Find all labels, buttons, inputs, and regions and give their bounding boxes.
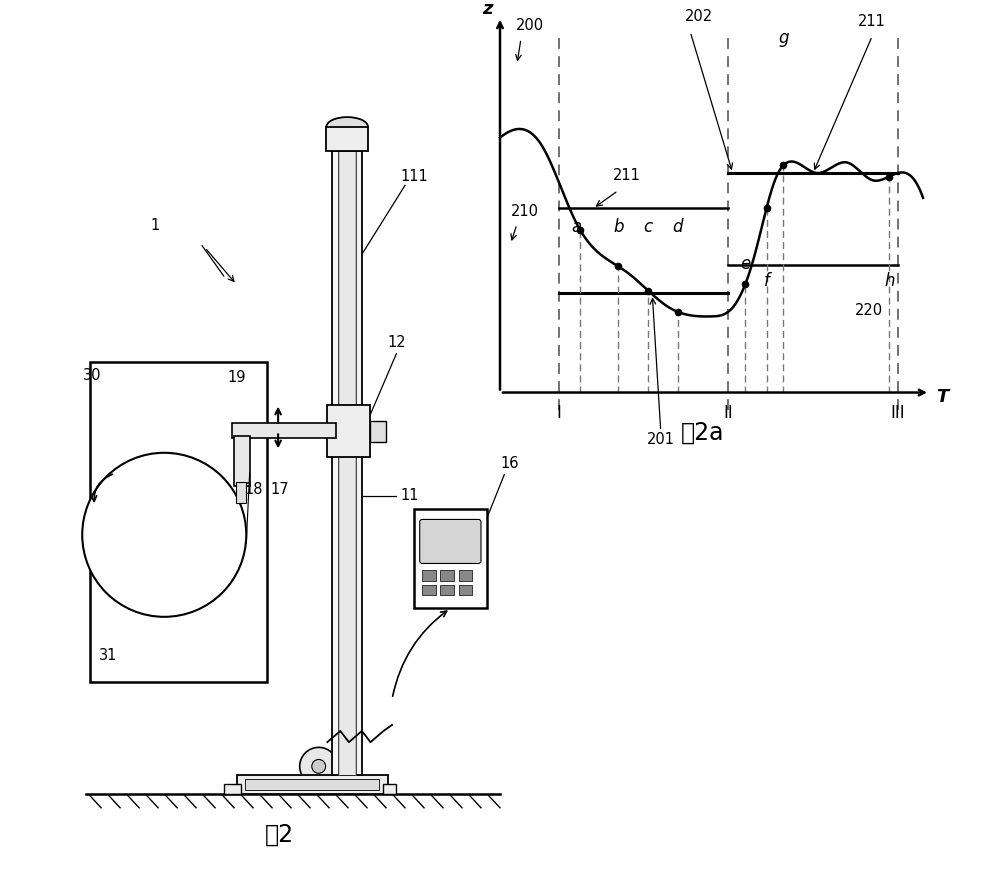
Bar [459,570,472,581]
Bar [224,784,241,794]
Text: 1: 1 [150,218,159,233]
Text: I: I [557,405,562,422]
Text: d: d [672,217,683,236]
Text: T: T [936,388,948,406]
Bar [338,151,356,775]
Bar [90,363,267,682]
Text: a: a [571,217,581,236]
Text: 16: 16 [500,456,518,470]
Text: 201: 201 [647,433,675,448]
Bar [422,522,478,561]
Circle shape [312,759,326,774]
Text: f: f [764,272,769,290]
Ellipse shape [326,117,368,136]
Text: z: z [482,0,492,18]
Text: 11: 11 [401,489,419,504]
Bar [422,585,436,596]
Text: II: II [724,405,733,422]
Text: 31: 31 [99,648,117,663]
Text: 220: 220 [855,302,883,318]
Text: 图2: 图2 [265,823,294,846]
Text: 211: 211 [613,168,641,183]
Bar [237,775,388,794]
Bar [383,784,396,794]
Text: h: h [884,272,894,290]
Text: b: b [613,217,624,236]
Bar [440,570,454,581]
Text: c: c [644,217,653,236]
Text: 200: 200 [516,18,544,33]
Text: 210: 210 [511,203,539,218]
Text: 202: 202 [685,10,713,25]
Text: 图2a: 图2a [681,421,725,445]
Bar [332,151,362,775]
Bar [440,585,454,596]
Circle shape [234,407,248,421]
Bar [459,585,472,596]
Text: 17: 17 [271,483,289,498]
Text: III: III [890,405,905,422]
Text: 111: 111 [401,169,428,184]
Text: 211: 211 [858,14,886,29]
Text: 19: 19 [227,371,246,385]
Text: 12: 12 [388,335,406,350]
Bar [234,435,250,486]
Bar [414,509,487,608]
Bar [327,406,370,457]
Bar [422,570,436,581]
Bar [232,423,336,438]
Circle shape [300,747,338,786]
Text: 30: 30 [83,368,102,383]
Bar [245,780,379,789]
Circle shape [82,453,246,617]
Text: e: e [740,255,750,272]
Text: g: g [778,29,789,47]
Bar [236,483,246,503]
Bar [326,127,368,151]
Bar [370,421,386,442]
Text: 18: 18 [245,483,263,498]
FancyBboxPatch shape [420,519,481,563]
